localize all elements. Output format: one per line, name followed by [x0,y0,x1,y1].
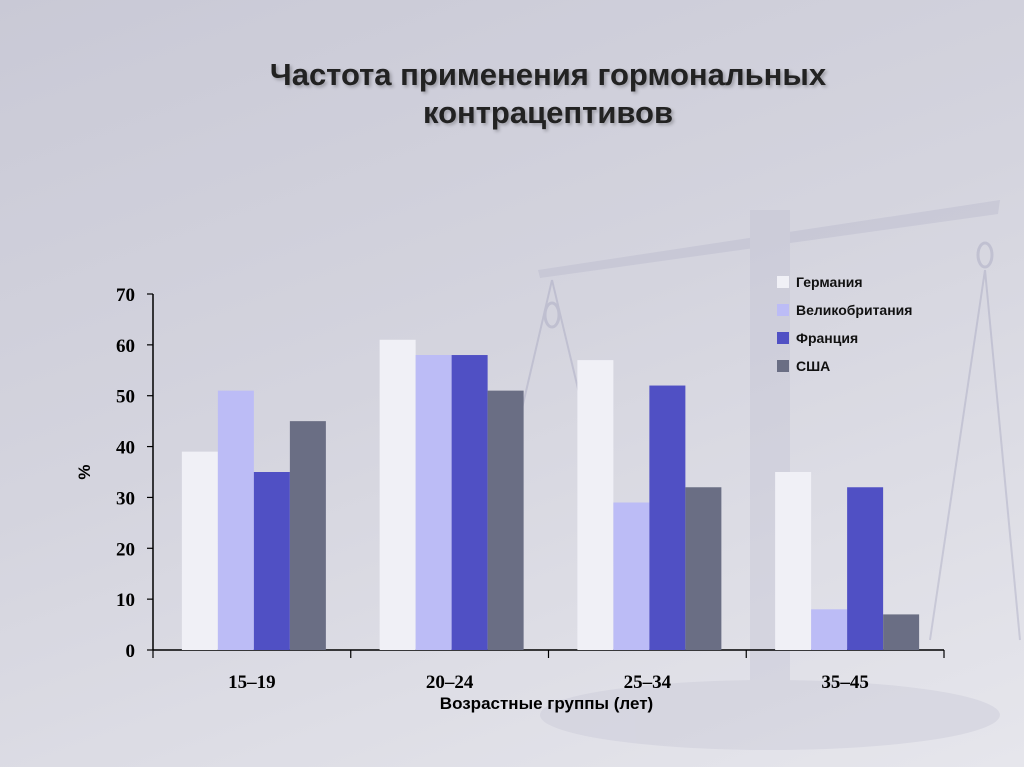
legend-swatch [777,276,789,288]
bar-3-1 [253,472,290,650]
legend: Германия Великобритания Франция США [777,274,912,374]
y-tick-label: 70 [116,285,135,306]
y-tick-label: 60 [116,336,135,357]
bar-4-3 [685,487,722,650]
tick-labels: 0 10 20 30 40 50 60 70% 15–19 20–24 25–34 35–45 Возр… [75,285,869,713]
bar-4-1 [289,421,326,650]
legend-swatch [777,304,789,316]
legend-swatch [777,332,789,344]
y-axis-label: % [75,464,94,479]
slide-title: Частота применения гормональных контраце… [0,56,1024,132]
bar-4-4 [883,614,920,650]
legend-label: Германия [796,274,863,290]
legend-label: Франция [796,330,858,346]
legend-swatch [777,360,789,372]
bar-1-2 [379,339,416,650]
bar-2-3 [613,502,650,650]
x-axis-label: Возрастные группы (лет) [440,694,653,713]
legend-label: США [796,358,830,374]
x-tick-label: 25–34 [624,672,672,693]
y-tick-label: 50 [116,387,135,408]
x-tick-label: 35–45 [821,672,869,693]
bar-1-1 [181,451,218,650]
y-tick-label: 0 [126,641,136,662]
bar-3-3 [649,385,686,650]
y-tick-label: 20 [116,539,135,560]
bar-1-4 [775,472,812,650]
bar-4-2 [487,390,524,650]
x-tick-label: 20–24 [426,672,474,693]
bar-3-2 [451,355,488,650]
bars [181,339,920,650]
bar-2-4 [811,609,848,650]
title-line-2: контрацептивов [422,95,674,130]
bar-1-3 [577,360,614,650]
bar-2-1 [217,390,254,650]
bar-3-4 [847,487,884,650]
y-tick-label: 10 [116,590,135,611]
title-line-1: Частота применения гормональных [269,57,827,92]
legend-label: Великобритания [796,302,912,318]
y-tick-label: 40 [116,438,135,459]
x-tick-label: 15–19 [228,672,276,693]
bar-2-2 [415,355,452,650]
y-tick-label: 30 [116,488,135,509]
